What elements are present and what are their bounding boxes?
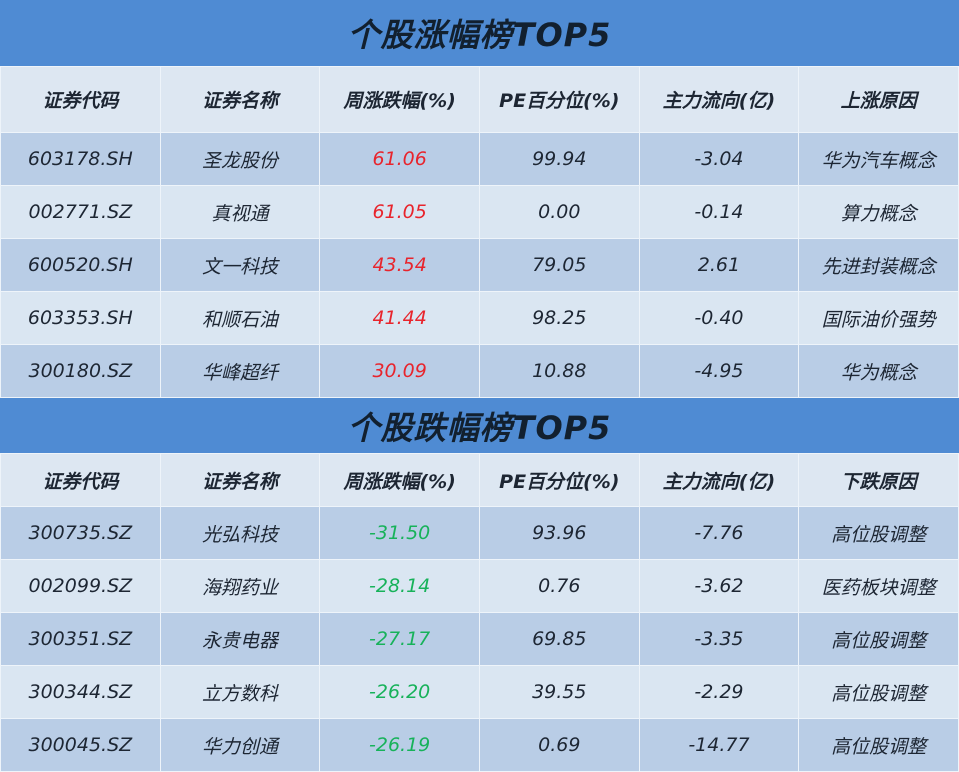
table-cell: 立方数科: [159, 665, 321, 719]
table-cell: 002099.SZ: [0, 559, 161, 613]
table-cell: -2.29: [638, 665, 800, 719]
table-cell: 算力概念: [798, 185, 959, 239]
table-cell: -28.14: [319, 559, 480, 613]
column-header: 上涨原因: [798, 66, 959, 133]
table-cell: -26.19: [319, 718, 480, 772]
table-row: 300180.SZ 华峰超纤 30.09 10.88 -4.95 华为概念: [0, 344, 959, 398]
table-cell: 国际油价强势: [798, 291, 959, 345]
table-cell: 41.44: [319, 291, 480, 345]
table-cell: 医药板块调整: [798, 559, 959, 613]
losers-table: 证券代码 证券名称 周涨跌幅(%) PE百分位(%) 主力流向(亿) 下跌原因 300735…: [0, 453, 959, 772]
table-cell: 39.55: [478, 665, 640, 719]
table-cell: 圣龙股份: [159, 132, 321, 186]
gainers-title: 个股涨幅榜TOP5: [0, 0, 959, 66]
table-row: 002099.SZ 海翔药业 -28.14 0.76 -3.62 医药板块调整: [0, 559, 959, 613]
table-cell: 30.09: [319, 344, 480, 398]
table-cell: 先进封装概念: [798, 238, 959, 292]
table-cell: 98.25: [478, 291, 640, 345]
table-cell: 高位股调整: [798, 612, 959, 666]
header-row: 证券代码 证券名称 周涨跌幅(%) PE百分位(%) 主力流向(亿) 下跌原因: [0, 453, 959, 507]
table-cell: 69.85: [478, 612, 640, 666]
column-header: 周涨跌幅(%): [319, 453, 480, 507]
table-cell: 61.06: [319, 132, 480, 186]
table-cell: 600520.SH: [0, 238, 161, 292]
table-cell: -7.76: [638, 506, 800, 560]
column-header: 证券代码: [0, 66, 161, 133]
table-cell: 华为汽车概念: [798, 132, 959, 186]
table-cell: 文一科技: [159, 238, 321, 292]
header-row: 证券代码 证券名称 周涨跌幅(%) PE百分位(%) 主力流向(亿) 上涨原因: [0, 66, 959, 133]
table-cell: -4.95: [638, 344, 800, 398]
table-cell: 和顺石油: [159, 291, 321, 345]
table-cell: -3.35: [638, 612, 800, 666]
table-row: 603353.SH 和顺石油 41.44 98.25 -0.40 国际油价强势: [0, 291, 959, 345]
table-cell: 2.61: [638, 238, 800, 292]
table-cell: -26.20: [319, 665, 480, 719]
table-cell: -31.50: [319, 506, 480, 560]
table-cell: 海翔药业: [159, 559, 321, 613]
table-cell: 300180.SZ: [0, 344, 161, 398]
table-row: 300351.SZ 永贵电器 -27.17 69.85 -3.35 高位股调整: [0, 612, 959, 666]
table-cell: 0.76: [478, 559, 640, 613]
table-cell: -0.40: [638, 291, 800, 345]
table-cell: 华力创通: [159, 718, 321, 772]
column-header: 周涨跌幅(%): [319, 66, 480, 133]
column-header: 下跌原因: [798, 453, 959, 507]
column-header: PE百分位(%): [478, 453, 640, 507]
table-cell: 华峰超纤: [159, 344, 321, 398]
table-cell: 61.05: [319, 185, 480, 239]
table-row: 300045.SZ 华力创通 -26.19 0.69 -14.77 高位股调整: [0, 718, 959, 772]
table-cell: 002771.SZ: [0, 185, 161, 239]
losers-title: 个股跌幅榜TOP5: [0, 398, 959, 453]
table-cell: 300344.SZ: [0, 665, 161, 719]
table-cell: 高位股调整: [798, 718, 959, 772]
table-row: 300735.SZ 光弘科技 -31.50 93.96 -7.76 高位股调整: [0, 506, 959, 560]
table-cell: -27.17: [319, 612, 480, 666]
table-cell: -3.62: [638, 559, 800, 613]
table-cell: 高位股调整: [798, 665, 959, 719]
table-cell: 300735.SZ: [0, 506, 161, 560]
table-cell: 93.96: [478, 506, 640, 560]
table-cell: -0.14: [638, 185, 800, 239]
column-header: 主力流向(亿): [638, 66, 800, 133]
column-header: 主力流向(亿): [638, 453, 800, 507]
table-cell: -14.77: [638, 718, 800, 772]
table-cell: 高位股调整: [798, 506, 959, 560]
column-header: 证券名称: [159, 66, 321, 133]
table-cell: 603353.SH: [0, 291, 161, 345]
table-cell: 0.00: [478, 185, 640, 239]
gainers-table: 证券代码 证券名称 周涨跌幅(%) PE百分位(%) 主力流向(亿) 上涨原因 603178…: [0, 66, 959, 398]
table-cell: 0.69: [478, 718, 640, 772]
table-cell: 300351.SZ: [0, 612, 161, 666]
table-cell: 99.94: [478, 132, 640, 186]
table-row: 600520.SH 文一科技 43.54 79.05 2.61 先进封装概念: [0, 238, 959, 292]
column-header: 证券名称: [159, 453, 321, 507]
table-cell: 永贵电器: [159, 612, 321, 666]
table-cell: 光弘科技: [159, 506, 321, 560]
table-row: 002771.SZ 真视通 61.05 0.00 -0.14 算力概念: [0, 185, 959, 239]
table-cell: 79.05: [478, 238, 640, 292]
table-cell: 华为概念: [798, 344, 959, 398]
table-cell: 10.88: [478, 344, 640, 398]
table-row: 603178.SH 圣龙股份 61.06 99.94 -3.04 华为汽车概念: [0, 132, 959, 186]
table-cell: 43.54: [319, 238, 480, 292]
column-header: PE百分位(%): [478, 66, 640, 133]
column-header: 证券代码: [0, 453, 161, 507]
table-cell: 603178.SH: [0, 132, 161, 186]
table-cell: 300045.SZ: [0, 718, 161, 772]
table-cell: 真视通: [159, 185, 321, 239]
table-row: 300344.SZ 立方数科 -26.20 39.55 -2.29 高位股调整: [0, 665, 959, 719]
table-cell: -3.04: [638, 132, 800, 186]
